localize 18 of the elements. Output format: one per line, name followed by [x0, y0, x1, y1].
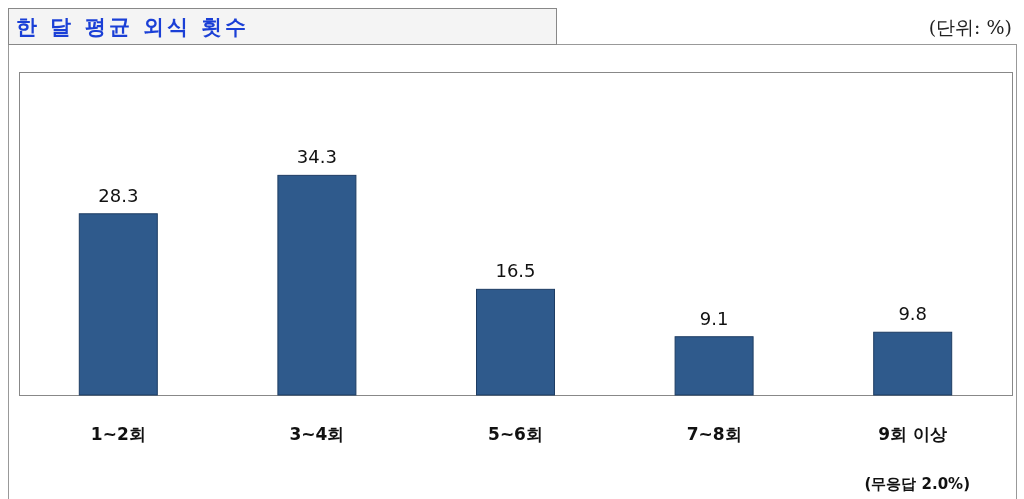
x-tick-label: 5~6회 [488, 424, 543, 444]
bar [277, 174, 357, 396]
bar [476, 288, 555, 396]
data-label: 28.3 [98, 184, 139, 206]
x-tick-label: 3~4회 [289, 424, 345, 444]
bar [873, 331, 953, 396]
chart-subtitle: (단위: %) [928, 16, 1012, 38]
data-label: 16.5 [495, 260, 536, 282]
data-label: 9.1 [699, 307, 729, 329]
data-label: 34.3 [296, 146, 337, 168]
text: (무응답 2.0%) [864, 475, 970, 493]
bar [78, 213, 158, 396]
x-tick-label: 9회 이상 [878, 424, 948, 444]
x-tick-label: 7~8회 [686, 424, 742, 444]
bar [674, 336, 754, 396]
data-label: 9.8 [898, 303, 928, 325]
x-tick-label: 1~2회 [90, 424, 146, 444]
chart-title: 한 달 평균 외식 횟수 [16, 15, 250, 39]
